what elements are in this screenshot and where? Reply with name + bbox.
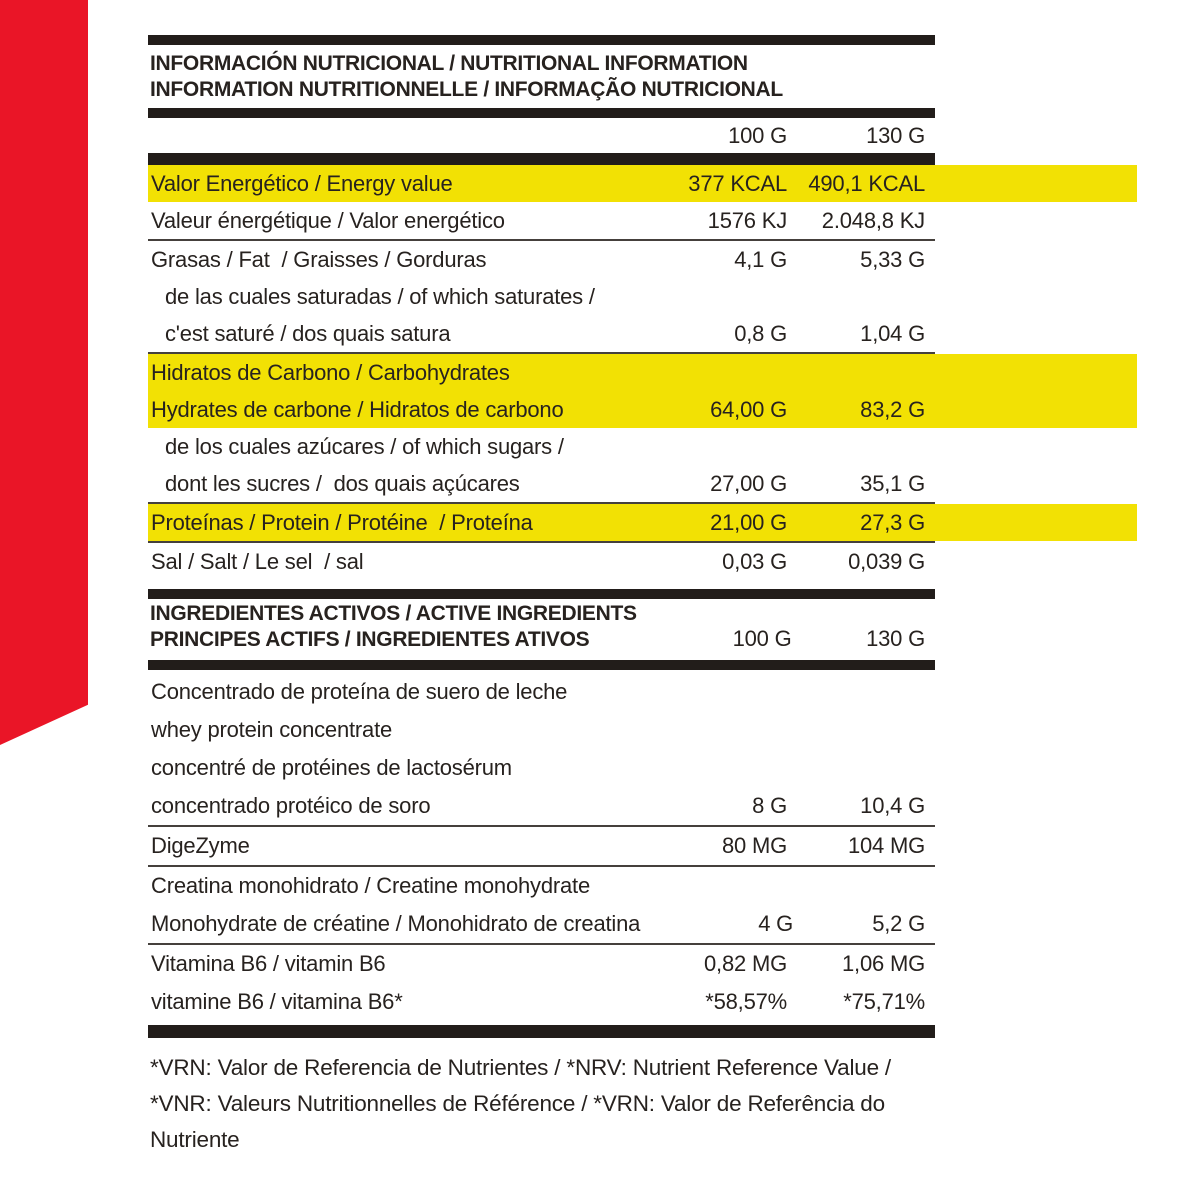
value-100g: 80 MG	[721, 833, 787, 858]
table-row: de los cuales azúcares / of which sugars…	[148, 428, 935, 465]
value-100g: 377 KCAL	[688, 170, 787, 196]
value-100g: 21,00 G	[710, 509, 787, 535]
row-label: de los cuales azúcares / of which sugars…	[165, 433, 564, 459]
row-label: whey protein concentrate	[151, 717, 393, 742]
table-row: Valeur énergétique / Valor energético 157…	[148, 202, 935, 241]
table-row: DigeZyme 80 MG 104 MG	[148, 827, 935, 867]
value-130g: 104 MG	[847, 833, 925, 858]
table-row: Monohydrate de créatine / Monohidrato de…	[148, 905, 935, 945]
column-header-130g: 130 G	[866, 122, 925, 148]
table-row: de las cuales saturadas / of which satur…	[148, 278, 935, 315]
row-label: Monohydrate de créatine / Monohidrato de…	[151, 911, 641, 936]
footnote-line: *VNR: Valeurs Nutritionnelles de Référen…	[150, 1091, 885, 1116]
table-row: Grasas / Fat / Graisses / Gorduras 4,1 G 5…	[148, 241, 935, 278]
value-100g: *58,57%	[705, 989, 787, 1014]
nutrition-label: INFORMACIÓN NUTRICIONAL / NUTRITIONAL IN…	[148, 35, 1137, 1158]
row-label: Vitamina B6 / vitamin B6	[151, 951, 386, 976]
value-130g: 2.048,8 KJ	[821, 207, 925, 233]
table-row: dont les sucres / dos quais açúcares 27,0…	[148, 465, 935, 504]
value-130g: 5,33 G	[860, 246, 925, 272]
table-row: Hydrates de carbone / Hidratos de carbon…	[148, 391, 1137, 428]
footnote-line: Nutriente	[150, 1127, 240, 1152]
table-row: concentré de protéines de lactosérum	[148, 749, 935, 787]
active-column-header-100g: 100 G	[732, 626, 792, 651]
value-100g: 8 G	[752, 793, 787, 818]
value-100g: 1576 KJ	[707, 207, 788, 233]
active-column-header-130g: 130 G	[866, 626, 925, 651]
divider-bar	[148, 153, 935, 165]
active-ingredient-rows: Concentrado de proteína de suero de lech…	[148, 673, 935, 1021]
row-label: Grasas / Fat / Graisses / Gorduras	[151, 246, 487, 272]
nutrition-rows: Valor Energético / Energy value 377 KCAL 4…	[148, 165, 1137, 580]
value-130g: 1,06 MG	[842, 951, 925, 976]
row-label: concentrado protéico de soro	[151, 793, 431, 818]
row-label: Valeur énergétique / Valor energético	[151, 207, 505, 233]
table-row: Concentrado de proteína de suero de lech…	[148, 673, 935, 711]
column-header-100g: 100 G	[728, 122, 787, 148]
value-100g: 0,03 G	[722, 548, 787, 574]
brand-red-ribbon	[0, 0, 88, 745]
column-headers: 100 G 130 G	[148, 118, 935, 153]
active-title-line1: INGREDIENTES ACTIVOS / ACTIVE INGREDIENT…	[150, 602, 637, 625]
divider-bar	[148, 108, 935, 118]
divider-bar	[148, 660, 935, 670]
value-130g: 35,1 G	[860, 470, 925, 496]
footnote: *VRN: Valor de Referencia de Nutrientes …	[148, 1050, 935, 1158]
table-row: Valor Energético / Energy value 377 KCAL 4…	[148, 165, 1137, 202]
table-row: Proteínas / Protein / Protéine / Proteín…	[148, 504, 1137, 543]
row-label: c'est saturé / dos quais satura	[165, 320, 451, 346]
table-title-line2: INFORMATION NUTRITIONNELLE / INFORMAÇÃO …	[150, 78, 783, 101]
active-ingredients-header: INGREDIENTES ACTIVOS / ACTIVE INGREDIENT…	[148, 601, 935, 659]
value-130g: 10,4 G	[860, 793, 925, 818]
table-row: Sal / Salt / Le sel / sal 0,03 G 0,039 G	[148, 543, 935, 580]
row-label: Valor Energético / Energy value	[151, 170, 453, 196]
value-130g: 27,3 G	[860, 509, 925, 535]
table-row: concentrado protéico de soro 8 G 10,4 G	[148, 787, 935, 827]
value-100g: 4 G	[758, 911, 794, 936]
value-130g: 1,04 G	[860, 320, 925, 346]
table-row: Vitamina B6 / vitamin B6 0,82 MG 1,06 MG	[148, 945, 935, 983]
row-label: concentré de protéines de lactosérum	[151, 755, 512, 780]
table-row: Creatina monohidrato / Creatine monohydr…	[148, 867, 935, 905]
table-title-line1: INFORMACIÓN NUTRICIONAL / NUTRITIONAL IN…	[150, 52, 748, 75]
value-130g: 490,1 KCAL	[808, 170, 925, 196]
row-label: Hydrates de carbone / Hidratos de carbon…	[151, 396, 564, 422]
table-row: vitamine B6 / vitamina B6* *58,57% *75,71%	[148, 983, 935, 1021]
footnote-line: *VRN: Valor de Referencia de Nutrientes …	[150, 1055, 891, 1080]
row-label: vitamine B6 / vitamina B6*	[151, 989, 403, 1014]
divider-bar-bottom	[148, 1025, 935, 1038]
value-100g: 0,82 MG	[704, 951, 787, 976]
row-label: de las cuales saturadas / of which satur…	[165, 283, 595, 309]
table-title: INFORMACIÓN NUTRICIONAL / NUTRITIONAL IN…	[148, 45, 935, 108]
row-label: Sal / Salt / Le sel / sal	[151, 548, 364, 574]
row-label: Creatina monohidrato / Creatine monohydr…	[151, 873, 590, 898]
value-130g: 5,2 G	[872, 911, 925, 936]
row-label: Proteínas / Protein / Protéine / Proteín…	[151, 509, 533, 535]
row-label: dont les sucres / dos quais açúcares	[165, 470, 520, 496]
divider-bar-top	[148, 35, 935, 45]
active-title-line2: PRINCIPES ACTIFS / INGREDIENTES ATIVOS	[150, 628, 590, 651]
value-100g: 27,00 G	[710, 470, 787, 496]
value-100g: 4,1 G	[734, 246, 787, 272]
divider-bar	[148, 589, 935, 599]
active-ingredients-title: INGREDIENTES ACTIVOS / ACTIVE INGREDIENT…	[150, 601, 637, 653]
row-label: Concentrado de proteína de suero de lech…	[151, 679, 568, 704]
value-130g: 83,2 G	[860, 396, 925, 422]
row-label: Hidratos de Carbono / Carbohydrates	[151, 359, 510, 385]
value-130g: 0,039 G	[848, 548, 925, 574]
table-row: c'est saturé / dos quais satura 0,8 G 1,04…	[148, 315, 935, 354]
table-row: whey protein concentrate	[148, 711, 935, 749]
row-label: DigeZyme	[151, 833, 250, 858]
value-100g: 64,00 G	[710, 396, 787, 422]
table-row: Hidratos de Carbono / Carbohydrates	[148, 354, 1137, 391]
value-130g: *75,71%	[843, 989, 925, 1014]
value-100g: 0,8 G	[734, 320, 787, 346]
